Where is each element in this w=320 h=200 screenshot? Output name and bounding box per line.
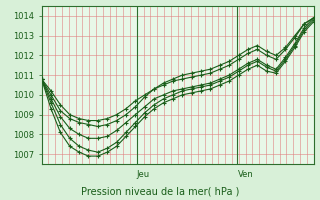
Text: Ven: Ven (237, 170, 253, 179)
Text: Pression niveau de la mer( hPa ): Pression niveau de la mer( hPa ) (81, 186, 239, 196)
Text: Jeu: Jeu (137, 170, 150, 179)
